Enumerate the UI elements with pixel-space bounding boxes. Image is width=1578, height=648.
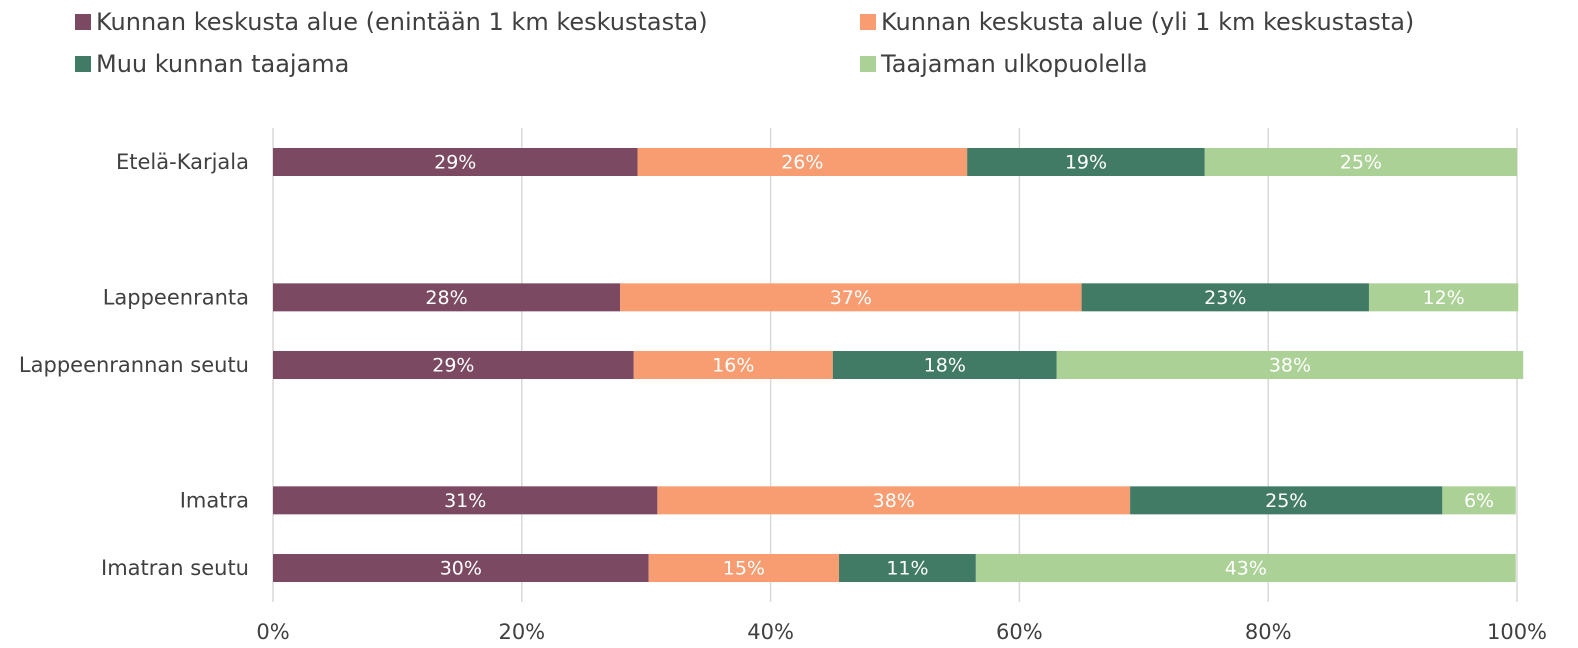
y-tick-label: Imatran seutu	[101, 556, 249, 580]
legend-label: Muu kunnan taajama	[96, 50, 349, 78]
data-label: 12%	[1422, 287, 1464, 309]
data-label: 31%	[444, 490, 486, 512]
bar-segment	[1056, 351, 1524, 380]
bar-segment	[273, 351, 634, 380]
legend-swatch	[860, 14, 876, 30]
y-tick-label: Imatra	[180, 488, 249, 512]
legend-swatch	[75, 56, 91, 72]
data-label: 29%	[432, 355, 474, 377]
data-label: 30%	[440, 558, 482, 580]
bar-segment	[1081, 283, 1369, 312]
data-label: 16%	[712, 355, 754, 377]
data-label: 26%	[781, 152, 823, 174]
legend-swatch	[75, 14, 91, 30]
bar-segment	[273, 148, 638, 176]
x-tick-label: 0%	[256, 620, 289, 644]
data-label: 38%	[873, 490, 915, 512]
data-label: 25%	[1340, 152, 1382, 174]
y-tick-label: Lappeenranta	[103, 285, 249, 309]
bar-segment	[1130, 486, 1443, 515]
bar-segment	[637, 148, 968, 176]
y-tick-label: Lappeenrannan seutu	[19, 353, 249, 377]
x-tick-label: 100%	[1487, 620, 1547, 644]
bar-segment	[975, 554, 1516, 583]
data-label: 37%	[830, 287, 872, 309]
data-label: 18%	[924, 355, 966, 377]
bar-segment	[1368, 283, 1519, 312]
data-label: 25%	[1265, 490, 1307, 512]
data-label: 19%	[1065, 152, 1107, 174]
bar-segment	[967, 148, 1205, 176]
bar-segment	[1204, 148, 1517, 176]
x-tick-label: 80%	[1245, 620, 1292, 644]
bar-segment	[273, 554, 649, 583]
data-label: 43%	[1225, 558, 1267, 580]
data-label: 29%	[434, 152, 476, 174]
bar-segment	[273, 486, 658, 515]
data-label: 11%	[886, 558, 928, 580]
bar-segment	[832, 351, 1057, 380]
data-label: 15%	[723, 558, 765, 580]
bar-segment	[1442, 486, 1516, 515]
legend-swatch	[860, 56, 876, 72]
legend-label: Kunnan keskusta alue (yli 1 km keskustas…	[881, 8, 1414, 36]
bar-segment	[839, 554, 976, 583]
bar-segment	[657, 486, 1131, 515]
bar-segment	[633, 351, 833, 380]
legend-label: Taajaman ulkopuolella	[880, 50, 1148, 78]
data-label: 38%	[1269, 355, 1311, 377]
data-label: 28%	[425, 287, 467, 309]
y-tick-label: Etelä-Karjala	[116, 150, 249, 174]
x-tick-label: 60%	[996, 620, 1043, 644]
data-label: 23%	[1204, 287, 1246, 309]
bar-segment	[620, 283, 1082, 312]
legend-label: Kunnan keskusta alue (enintään 1 km kesk…	[96, 8, 708, 36]
x-tick-label: 40%	[747, 620, 794, 644]
bar-segment	[648, 554, 840, 583]
x-tick-label: 20%	[498, 620, 545, 644]
bar-segment	[273, 283, 621, 312]
data-label: 6%	[1464, 490, 1494, 512]
